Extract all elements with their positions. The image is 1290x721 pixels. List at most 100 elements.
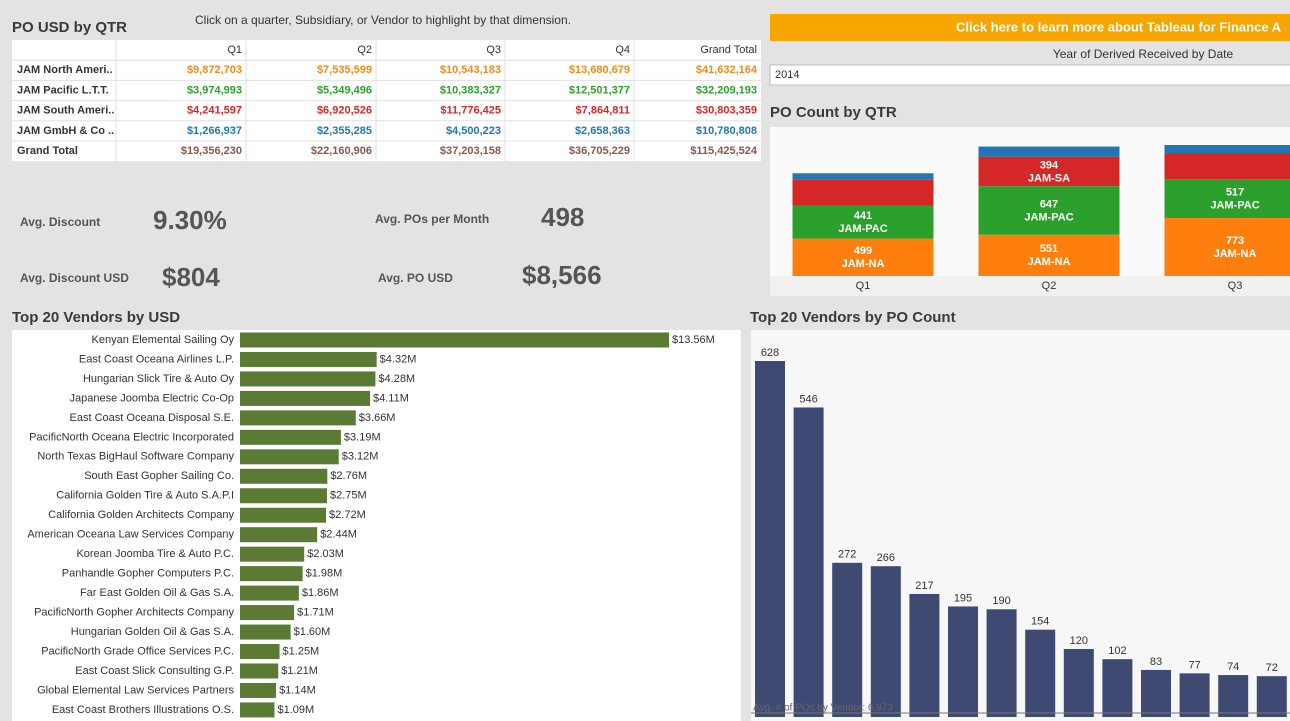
filter-dropdown[interactable] [769, 64, 1290, 86]
bar-segment[interactable] [978, 186, 1120, 235]
bar[interactable] [240, 449, 339, 465]
bar[interactable] [1256, 676, 1287, 717]
row-header[interactable]: JAM GmbH & Co .. [17, 125, 114, 137]
cell-value[interactable]: $12,501,377 [569, 84, 630, 96]
cell-value[interactable]: $41,632,164 [696, 64, 758, 76]
row-header[interactable]: Grand Total [17, 145, 78, 157]
bar-segment[interactable] [978, 156, 1120, 187]
cell-value[interactable]: $4,500,223 [446, 125, 501, 137]
cell-value[interactable]: $22,160,906 [311, 145, 372, 157]
bar[interactable] [1218, 675, 1249, 717]
y-tick-label[interactable]: North Texas BigHaul Software Company [37, 451, 234, 463]
cell-value[interactable]: $10,543,183 [440, 64, 501, 76]
bar-segment[interactable] [978, 234, 1120, 276]
bar[interactable] [1179, 673, 1210, 717]
x-tick-label[interactable]: Q1 [856, 280, 871, 292]
y-tick-label[interactable]: California Golden Tire & Auto S.A.P.I [56, 490, 234, 502]
y-tick-label[interactable]: Kenyan Elemental Sailing Oy [92, 334, 235, 346]
cell-value[interactable]: $2,658,363 [575, 125, 630, 137]
bar-segment[interactable] [792, 205, 934, 239]
bar-segment[interactable] [1164, 179, 1290, 219]
bar[interactable] [909, 593, 940, 717]
bar[interactable] [240, 507, 327, 523]
bar[interactable] [1025, 629, 1056, 717]
bar[interactable] [240, 663, 279, 679]
y-tick-label[interactable]: Far East Golden Oil & Gas S.A. [80, 587, 234, 599]
bar[interactable] [870, 566, 901, 717]
bar[interactable] [240, 468, 328, 484]
y-tick-label[interactable]: East Coast Brothers Illustrations O.S. [52, 704, 234, 716]
y-tick-label[interactable]: Global Elemental Law Services Partners [37, 684, 234, 696]
bar[interactable] [240, 390, 371, 406]
y-tick-label[interactable]: Panhandle Gopher Computers P.C. [62, 568, 234, 580]
filter-value[interactable]: 2014 [775, 69, 799, 81]
bar[interactable] [1063, 648, 1094, 717]
cell-value[interactable]: $5,349,496 [317, 84, 372, 96]
bar-segment[interactable] [792, 179, 934, 206]
bar[interactable] [240, 546, 305, 562]
row-header[interactable]: JAM Pacific L.T.T. [17, 84, 109, 96]
bar-segment[interactable] [978, 146, 1120, 157]
bar-segment[interactable] [1164, 218, 1290, 276]
bar-segment[interactable] [792, 173, 934, 180]
bar[interactable] [240, 429, 341, 445]
bar[interactable] [240, 410, 356, 426]
bar[interactable] [240, 566, 303, 582]
bar[interactable] [1102, 659, 1133, 717]
banner[interactable] [770, 14, 1290, 41]
bar[interactable] [1141, 669, 1171, 717]
cell-value[interactable]: $11,776,425 [440, 105, 501, 117]
y-tick-label[interactable]: East Coast Oceana Disposal S.E. [70, 412, 234, 424]
x-tick-label[interactable]: Q3 [1228, 280, 1243, 292]
y-tick-label[interactable]: Hungarian Golden Oil & Gas S.A. [71, 626, 234, 638]
bar[interactable] [948, 606, 978, 717]
bar[interactable] [755, 361, 785, 717]
row-header[interactable]: JAM South Ameri.. [17, 105, 114, 117]
bar[interactable] [240, 351, 377, 367]
cell-value[interactable]: $4,241,597 [187, 105, 242, 117]
bar[interactable] [793, 407, 824, 717]
y-tick-label[interactable]: Korean Joomba Tire & Auto P.C. [76, 548, 234, 560]
cell-value[interactable]: $9,872,703 [187, 64, 242, 76]
bar[interactable] [240, 488, 328, 504]
y-tick-label[interactable]: PacificNorth Grade Office Services P.C. [41, 645, 234, 657]
cell-value[interactable]: $10,780,808 [696, 125, 757, 137]
cell-value[interactable]: $6,920,526 [317, 105, 372, 117]
bar[interactable] [240, 644, 280, 660]
cell-value[interactable]: $36,705,229 [569, 145, 630, 157]
cell-value[interactable]: $32,209,193 [696, 84, 757, 96]
bar[interactable] [832, 562, 863, 717]
y-tick-label[interactable]: California Golden Architects Company [48, 509, 234, 521]
y-tick-label[interactable]: Japanese Joomba Electric Co-Op [70, 392, 234, 404]
cell-value[interactable]: $13,680,679 [569, 64, 630, 76]
y-tick-label[interactable]: East Coast Oceana Airlines L.P. [79, 353, 234, 365]
cell-value[interactable]: $3,974,993 [187, 84, 242, 96]
bar[interactable] [240, 371, 376, 387]
bar[interactable] [240, 585, 299, 601]
bar-segment[interactable] [1164, 153, 1290, 180]
bar[interactable] [240, 605, 295, 621]
cell-value[interactable]: $30,803,359 [696, 105, 757, 117]
x-tick-label[interactable]: Q2 [1042, 280, 1057, 292]
cell-value[interactable]: $2,355,285 [317, 125, 372, 137]
bar[interactable] [240, 624, 291, 640]
y-tick-label[interactable]: East Coast Slick Consulting G.P. [75, 665, 234, 677]
cell-value[interactable]: $115,425,524 [690, 145, 758, 157]
y-tick-label[interactable]: PacificNorth Oceana Electric Incorporate… [29, 431, 234, 443]
cell-value[interactable]: $7,535,599 [317, 64, 372, 76]
bar-segment[interactable] [1164, 145, 1290, 154]
bar[interactable] [240, 702, 275, 718]
bar-segment[interactable] [792, 238, 934, 276]
y-tick-label[interactable]: Hungarian Slick Tire & Auto Oy [83, 373, 235, 385]
cell-value[interactable]: $7,864,811 [576, 105, 630, 117]
banner-text[interactable]: Click here to learn more about Tableau f… [956, 19, 1282, 34]
bar[interactable] [240, 527, 318, 543]
y-tick-label[interactable]: PacificNorth Gopher Architects Company [34, 606, 234, 618]
row-header[interactable]: JAM North Ameri.. [17, 64, 113, 76]
y-tick-label[interactable]: South East Gopher Sailing Co. [84, 470, 234, 482]
bar[interactable] [240, 682, 277, 698]
cell-value[interactable]: $1,266,937 [187, 125, 242, 137]
cell-value[interactable]: $19,356,230 [181, 145, 242, 157]
y-tick-label[interactable]: American Oceana Law Services Company [27, 529, 234, 541]
cell-value[interactable]: $37,203,158 [440, 145, 501, 157]
